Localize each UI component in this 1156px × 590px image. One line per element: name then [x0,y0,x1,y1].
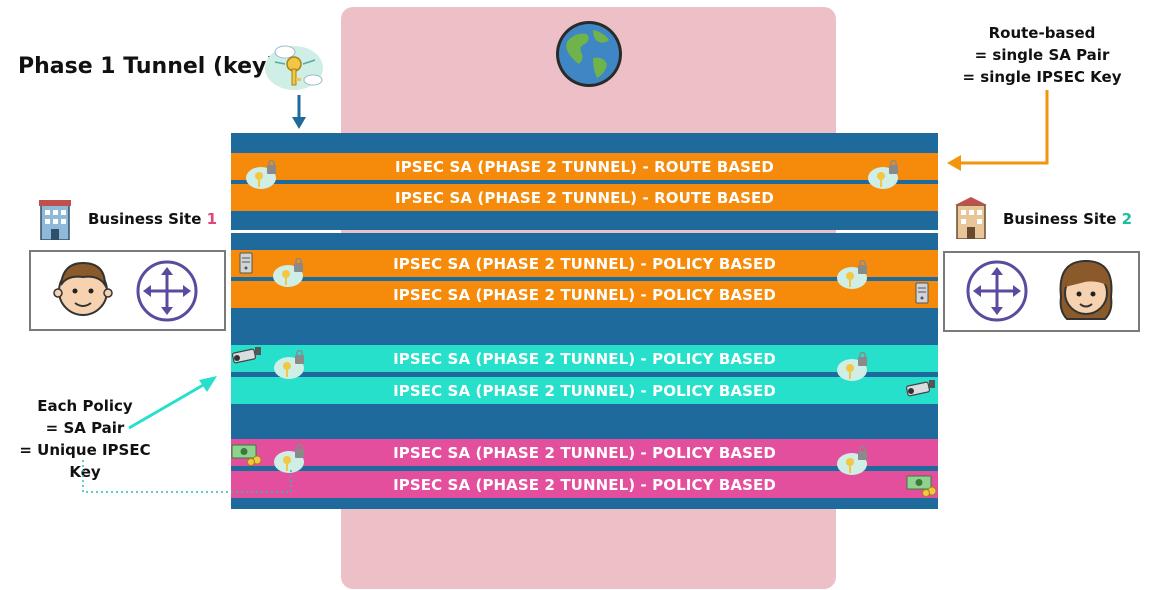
money-icon [906,473,938,501]
policy-note-dotted-line [81,460,295,500]
policy-note-line-1: Each Policy [37,397,133,415]
cloud-key-icon [263,42,325,96]
building-icon [953,197,989,243]
sa-band-policy-2: IPSEC SA (PHASE 2 TUNNEL) - POLICY BASED [231,281,938,308]
phase1-down-arrow [290,95,308,135]
lock-icon [273,349,307,384]
sa-band-policy-5: IPSEC SA (PHASE 2 TUNNEL) - POLICY BASED [231,439,938,466]
policy-note: Each Policy = SA Pair = Unique IPSEC Key [4,395,166,483]
lock-icon [836,445,870,480]
route-note-arrow [943,90,1055,178]
server-icon [915,282,929,308]
route-note-line-1: Route-based [988,24,1096,42]
site1-label: Business Site 1 [88,210,217,228]
server-icon [239,252,253,278]
route-note: Route-based = single SA Pair = single IP… [957,22,1127,88]
policy-note-arrow [125,370,225,436]
route-tunnel-block [231,133,938,230]
router-icon [135,259,199,327]
site2-label: Business Site 2 [1003,210,1132,228]
camera-icon [905,378,939,404]
sa-band-policy-4: IPSEC SA (PHASE 2 TUNNEL) - POLICY BASED [231,377,938,404]
globe-icon [553,18,625,94]
lock-icon [867,159,901,194]
lock-icon [836,351,870,386]
route-note-line-3: = single IPSEC Key [962,68,1122,86]
site2-label-text: Business Site [1003,210,1122,228]
person-icon [1055,257,1117,331]
lock-icon [273,443,307,478]
sa-band-policy-1: IPSEC SA (PHASE 2 TUNNEL) - POLICY BASED [231,250,938,277]
router-icon [965,259,1029,327]
phase1-title: Phase 1 Tunnel (key) [18,54,277,79]
sa-band-policy-6: IPSEC SA (PHASE 2 TUNNEL) - POLICY BASED [231,471,938,498]
money-icon [231,442,263,470]
route-note-line-2: = single SA Pair [974,46,1110,64]
sa-band-route-1: IPSEC SA (PHASE 2 TUNNEL) - ROUTE BASED [231,153,938,180]
person-icon [53,257,113,329]
policy-note-line-3: = Unique IPSEC Key [19,441,151,481]
site1-box [29,250,226,331]
site2-box [943,251,1140,332]
building-icon [37,198,73,244]
site1-number: 1 [206,210,218,228]
site1-label-text: Business Site [88,210,207,228]
lock-icon [836,259,870,294]
site2-number: 2 [1121,210,1133,228]
camera-icon [231,345,265,371]
policy-note-line-2: = SA Pair [45,419,125,437]
sa-band-policy-3: IPSEC SA (PHASE 2 TUNNEL) - POLICY BASED [231,345,938,372]
lock-icon [272,257,306,292]
sa-band-route-2: IPSEC SA (PHASE 2 TUNNEL) - ROUTE BASED [231,184,938,211]
lock-icon [245,159,279,194]
